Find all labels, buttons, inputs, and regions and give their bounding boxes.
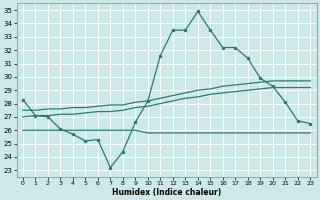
X-axis label: Humidex (Indice chaleur): Humidex (Indice chaleur) bbox=[112, 188, 221, 197]
